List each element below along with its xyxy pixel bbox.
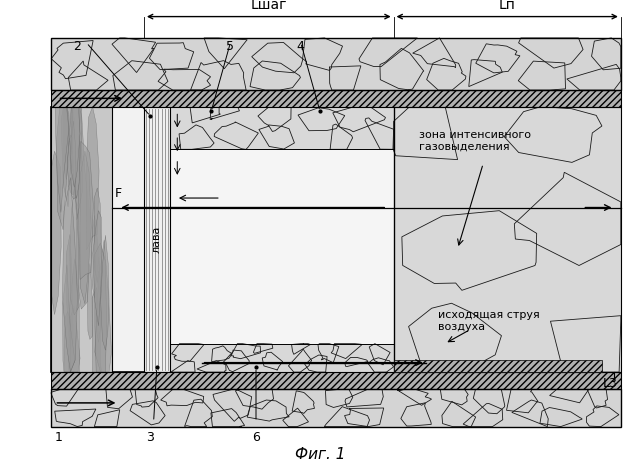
Polygon shape <box>63 265 75 372</box>
Polygon shape <box>70 188 79 315</box>
Polygon shape <box>70 306 80 372</box>
Text: F: F <box>115 187 122 201</box>
Bar <box>51 389 621 427</box>
Polygon shape <box>56 107 69 230</box>
Bar <box>51 90 621 107</box>
Polygon shape <box>88 264 93 339</box>
Bar <box>170 107 394 149</box>
Polygon shape <box>93 210 102 326</box>
Text: 4: 4 <box>297 40 305 53</box>
Polygon shape <box>55 107 69 212</box>
Bar <box>394 360 602 372</box>
Bar <box>170 149 394 344</box>
Polygon shape <box>71 107 80 199</box>
Polygon shape <box>63 178 77 372</box>
Text: 2: 2 <box>73 40 81 53</box>
Bar <box>51 107 112 372</box>
Polygon shape <box>78 141 93 280</box>
Polygon shape <box>67 135 73 195</box>
Text: 3: 3 <box>147 431 154 444</box>
Bar <box>394 107 621 372</box>
Polygon shape <box>100 235 109 350</box>
Bar <box>51 107 621 372</box>
Text: Lп: Lп <box>499 0 516 12</box>
Bar <box>51 107 112 372</box>
Bar <box>170 344 394 372</box>
Polygon shape <box>86 107 99 250</box>
Polygon shape <box>91 215 99 299</box>
Text: Фиг. 1: Фиг. 1 <box>295 447 345 462</box>
Polygon shape <box>66 234 73 344</box>
Polygon shape <box>94 188 101 283</box>
Bar <box>394 107 621 372</box>
Polygon shape <box>71 107 83 220</box>
Polygon shape <box>80 151 92 304</box>
Text: лава: лава <box>152 226 162 253</box>
Polygon shape <box>76 107 90 309</box>
Polygon shape <box>63 107 71 180</box>
Bar <box>170 107 394 149</box>
Bar <box>144 107 170 372</box>
Polygon shape <box>68 259 79 372</box>
Polygon shape <box>71 121 76 199</box>
Polygon shape <box>61 107 75 207</box>
Polygon shape <box>92 287 102 372</box>
Bar <box>51 389 621 427</box>
Text: 5: 5 <box>227 40 234 53</box>
Polygon shape <box>97 257 101 342</box>
Polygon shape <box>70 107 80 187</box>
Text: исходящая струя
воздуха: исходящая струя воздуха <box>438 310 540 332</box>
Bar <box>170 344 394 372</box>
Polygon shape <box>64 311 71 372</box>
Text: зона интенсивного
газовыделения: зона интенсивного газовыделения <box>419 130 531 152</box>
Bar <box>51 38 621 90</box>
Text: 1: 1 <box>54 431 62 444</box>
Polygon shape <box>51 151 61 315</box>
Polygon shape <box>95 240 111 372</box>
Bar <box>51 38 621 90</box>
Bar <box>51 372 621 389</box>
Text: 6: 6 <box>252 431 260 444</box>
Polygon shape <box>95 243 107 372</box>
Text: L3: L3 <box>603 377 618 390</box>
Text: Lшаг: Lшаг <box>250 0 287 12</box>
